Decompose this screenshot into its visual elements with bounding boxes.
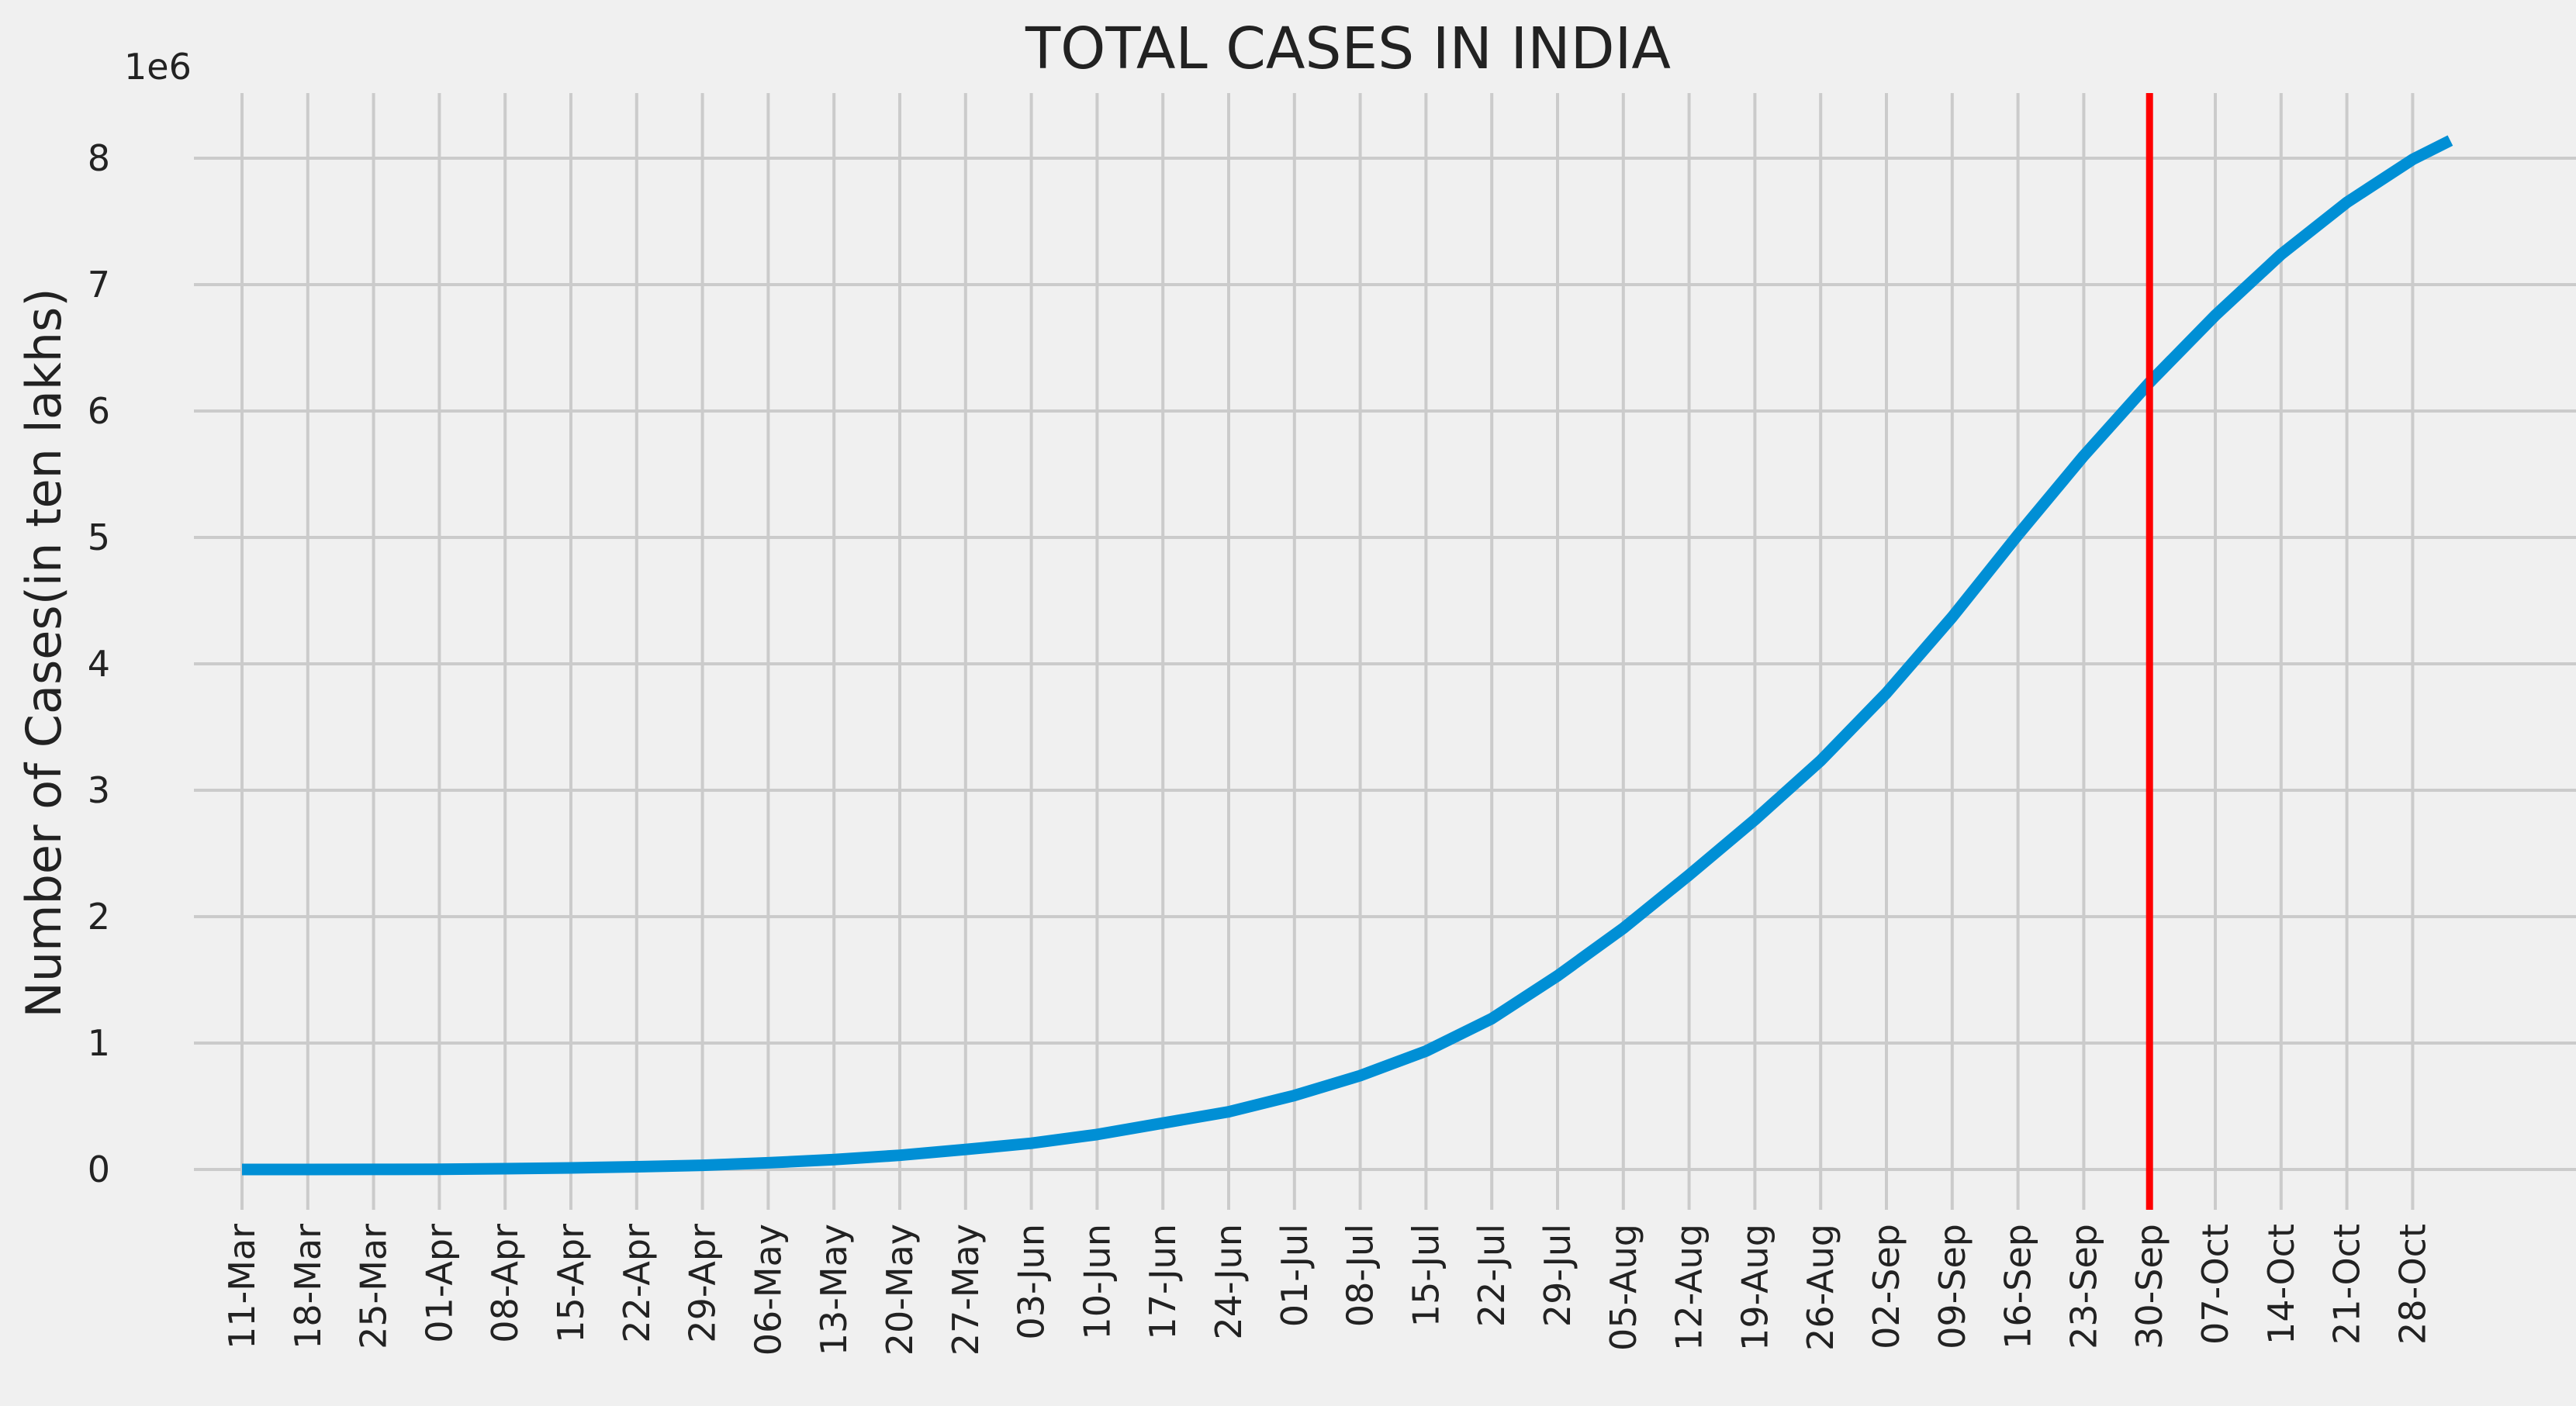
y-tick-label: 5	[88, 516, 110, 558]
y-tick-label: 7	[88, 264, 110, 306]
x-tick-label: 22-Apr	[616, 1224, 658, 1343]
y-gridlines	[194, 157, 2576, 1171]
x-tick-label: 26-Aug	[1800, 1224, 1841, 1351]
x-tick-label: 18-Mar	[287, 1224, 329, 1349]
x-tick-label: 13-May	[813, 1224, 855, 1356]
x-tick-label: 08-Apr	[484, 1224, 526, 1343]
y-tick-labels: 0 1 2 3 4 5 6 7 8	[88, 137, 110, 1190]
x-tick-label: 27-May	[945, 1224, 987, 1356]
x-tick-label: 15-Apr	[550, 1224, 592, 1343]
x-tick-label: 06-May	[747, 1224, 789, 1356]
x-tick-label: 11-Mar	[221, 1224, 263, 1349]
total-cases-line	[242, 135, 2453, 1176]
x-tick-label: 15-Jul	[1405, 1224, 1447, 1327]
y-tick-label: 6	[88, 390, 110, 432]
x-tick-label: 08-Jul	[1340, 1224, 1381, 1327]
x-tick-label: 24-Jun	[1208, 1224, 1250, 1340]
x-tick-label: 09-Sep	[1931, 1224, 1973, 1349]
chart-title: TOTAL CASES IN INDIA	[1025, 16, 1671, 82]
x-tick-label: 07-Oct	[2194, 1224, 2236, 1345]
x-tick-label: 03-Jun	[1011, 1224, 1053, 1340]
x-tick-label: 12-Aug	[1668, 1224, 1710, 1351]
series-layer	[242, 135, 2453, 1176]
x-tick-label: 16-Sep	[1997, 1224, 2039, 1349]
x-tick-label: 29-Apr	[682, 1224, 724, 1343]
y-axis-title: Number of Cases(in ten lakhs)	[16, 288, 72, 1017]
y-tick-label: 1	[88, 1022, 110, 1064]
x-tick-label: 14-Oct	[2260, 1224, 2302, 1345]
x-tick-label: 29-Jul	[1537, 1224, 1578, 1327]
y-tick-label: 2	[88, 896, 110, 938]
x-tick-label: 23-Sep	[2063, 1224, 2104, 1349]
x-gridlines	[240, 93, 2415, 1210]
x-tick-labels: 11-Mar 18-Mar 25-Mar 01-Apr 08-Apr 15-Apr 22-A…	[221, 1224, 2433, 1356]
x-tick-label: 02-Sep	[1865, 1224, 1907, 1349]
y-tick-label: 8	[88, 137, 110, 179]
x-tick-label: 19-Aug	[1734, 1224, 1776, 1351]
y-offset-label: 1e6	[124, 46, 192, 88]
x-tick-label: 30-Sep	[2128, 1224, 2170, 1349]
x-tick-label: 22-Jul	[1471, 1224, 1513, 1327]
y-tick-label: 4	[88, 643, 110, 685]
y-tick-label: 0	[88, 1149, 110, 1190]
x-tick-label: 20-May	[879, 1224, 921, 1356]
x-tick-label: 21-Oct	[2326, 1224, 2368, 1345]
x-tick-label: 01-Apr	[418, 1224, 460, 1343]
x-tick-label: 05-Aug	[1603, 1224, 1644, 1351]
x-tick-label: 17-Jun	[1142, 1224, 1184, 1340]
x-tick-label: 25-Mar	[353, 1224, 395, 1349]
x-tick-label: 10-Jun	[1076, 1224, 1118, 1340]
x-tick-label: 01-Jul	[1274, 1224, 1316, 1327]
x-tick-label: 28-Oct	[2391, 1224, 2433, 1345]
y-tick-label: 3	[88, 769, 110, 811]
